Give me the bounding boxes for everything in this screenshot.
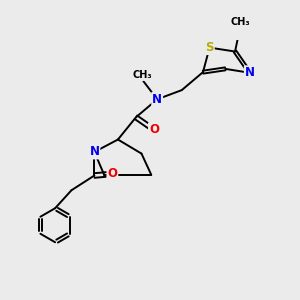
Text: N: N: [89, 146, 99, 158]
Text: S: S: [205, 41, 214, 54]
Text: O: O: [107, 167, 117, 180]
Text: N: N: [152, 93, 162, 106]
Text: CH₃: CH₃: [230, 17, 250, 27]
Text: CH₃: CH₃: [133, 70, 153, 80]
Text: N: N: [245, 66, 255, 79]
Text: O: O: [149, 123, 159, 136]
